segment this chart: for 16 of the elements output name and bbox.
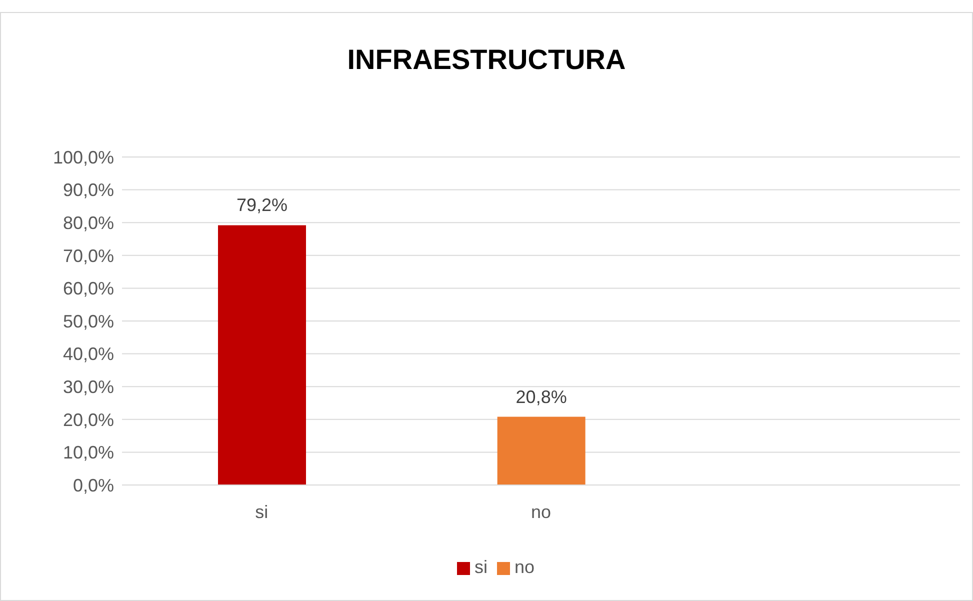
- legend-label: no: [514, 557, 535, 577]
- legend-label: si: [474, 557, 488, 577]
- y-tick-label: 10,0%: [62, 442, 114, 463]
- y-tick-label: 80,0%: [62, 212, 114, 233]
- y-tick-label: 0,0%: [72, 475, 114, 496]
- y-tick-label: 50,0%: [62, 311, 114, 332]
- chart-title: INFRAESTRUCTURA: [346, 44, 627, 76]
- y-tick-label: 100,0%: [52, 147, 114, 168]
- data-label: 79,2%: [236, 195, 288, 216]
- data-label: 20,8%: [516, 386, 567, 407]
- y-tick-label: 20,0%: [62, 410, 114, 430]
- y-tick-label: 60,0%: [62, 278, 114, 299]
- y-tick-label: 70,0%: [62, 246, 114, 266]
- y-tick-label: 90,0%: [62, 180, 114, 200]
- y-tick-label: 40,0%: [62, 344, 114, 364]
- y-tick-label: 30,0%: [62, 376, 114, 397]
